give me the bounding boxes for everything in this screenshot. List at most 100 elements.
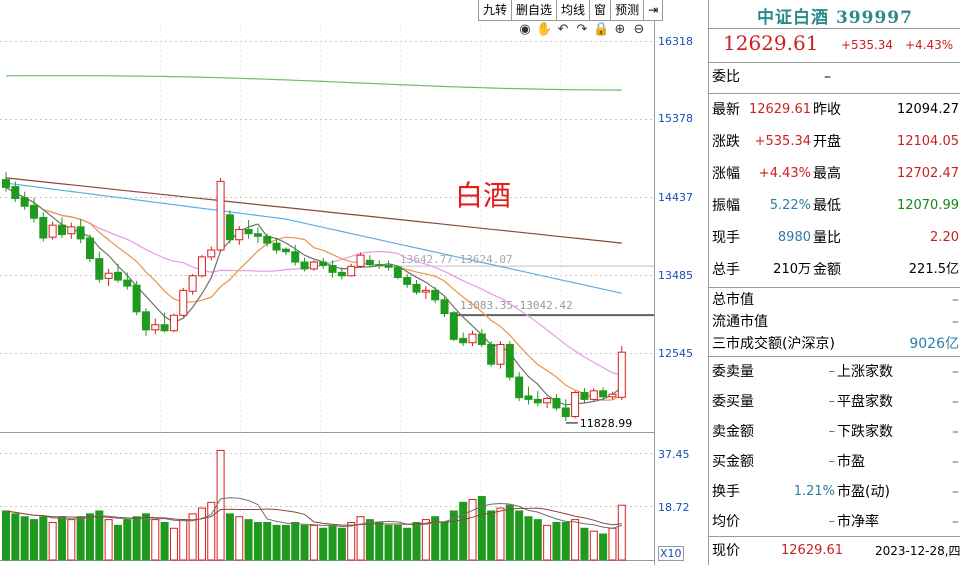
toolbar-jiuzhuan-button[interactable]: 九转 [479,0,513,20]
candle-body [384,264,393,268]
eye-icon[interactable]: ◉ [519,22,531,37]
volume-bar [225,513,234,561]
volume-bar [393,524,402,561]
volume-bar [608,527,617,561]
quote-label: 最新 [712,102,740,118]
price-change: +535.34 [841,38,894,52]
quote-label: 开盘 [813,134,841,150]
stat-value: – [952,484,959,500]
volume-bar [11,513,20,561]
candle-body [225,214,234,241]
volume-bar [291,522,300,561]
hand-icon[interactable]: ✋ [536,22,553,37]
price-tick-label: 12545 [658,347,693,360]
zoom-in-icon[interactable]: ⊕ [614,22,626,37]
volume-bar [431,516,440,561]
candle-body [197,256,206,277]
stat-value: – [952,394,959,410]
footer-label: 现价 [712,543,740,559]
quote-value: 8980 [777,230,811,245]
candle-body [85,237,94,260]
stat-row: 换手 1.21% 市盈(动) – [709,478,960,506]
candle-body [253,233,262,237]
candle-body [347,265,356,277]
quote-value: 12629.61 [748,102,811,117]
stat-label: 卖金额 [712,424,754,440]
stat-value: 1.21% [793,484,835,499]
toolbar-window-button[interactable]: 窗 [590,0,612,20]
price-change-pct: +4.43% [905,38,954,52]
kline-chart[interactable]: 13642.77-13624.07 13083.35-13042.42 白酒 1182… [0,0,707,565]
volume-bar [235,516,244,561]
stat-value: – [828,454,836,469]
volume-bar [496,507,505,561]
candle-body [272,242,281,251]
quote-row: 涨幅 +4.43% 最高 12702.47 [709,160,960,188]
quote-label: 最低 [813,198,841,214]
volume-tick-label: 18.72 [658,501,690,514]
stat-value: – [952,424,959,440]
quote-value: 12702.47 [896,166,959,181]
candle-body [533,398,542,404]
quote-label: 涨跌 [712,134,740,150]
candle-body [440,299,449,315]
candle-body [412,283,421,293]
candle-body [104,272,113,279]
volume-bar [39,516,48,561]
toolbar-forecast-button[interactable]: 预测 [611,0,645,20]
volume-bar [141,513,150,561]
quote-value: 12104.05 [896,134,959,149]
chart-tools: ◉ ✋ ↶ ↷ 🔒 ⊕ ⊖ [517,22,647,38]
volume-bar [20,516,29,561]
volume-bar [552,522,561,561]
candle-body [29,204,38,219]
stat-label: 市净率 [837,514,879,530]
quote-panel: 中证白酒 399997 12629.61 +535.34 +4.43% 委比 –… [708,0,960,565]
volume-bar [309,524,318,561]
volume-bar [412,522,421,561]
candle-body [179,289,188,316]
candle-body [505,343,514,378]
toolbar-collapse-icon[interactable]: ⇥ [644,0,664,20]
candle-body [543,398,552,404]
stat-value: – [828,394,836,409]
volume-bar [337,527,346,561]
candle-body [11,186,20,200]
volume-bar [300,524,309,561]
volume-bar [85,513,94,561]
redo-icon[interactable]: ↷ [576,22,588,37]
volume-bar [123,519,132,561]
candle-body [57,224,66,236]
volume-bar [216,449,225,561]
stat-label: 市盈(动) [837,484,890,500]
volume-bar [580,527,589,561]
volume-tick-label: 37.45 [658,448,690,461]
quote-value: 210万 [773,262,811,277]
volume-bar [449,510,458,561]
candle-body [421,289,430,293]
security-name: 中证白酒 399997 [757,8,913,28]
volume-bar [533,519,542,561]
quote-value: 2.20 [930,230,959,245]
undo-icon[interactable]: ↶ [557,22,569,37]
market-cap-label: 三市成交额(沪深京) [712,336,835,352]
candle-body [123,279,132,287]
weibi-row: 委比 – [709,63,960,91]
zoom-out-icon[interactable]: ⊖ [633,22,645,37]
toolbar-ma-button[interactable]: 均线 [557,0,591,20]
candle-body [608,393,617,398]
candle-body [589,390,598,400]
candle-body [468,333,477,344]
candle-body [365,259,374,266]
kline-chart-area[interactable]: 13642.77-13624.07 13083.35-13042.42 白酒 1182… [0,0,707,565]
candle-body [263,235,272,244]
candle-body [403,277,412,285]
candle-body [309,261,318,270]
quote-value: 12070.99 [896,198,959,213]
stat-label: 均价 [712,514,740,530]
price-tick-label: 16318 [658,35,693,48]
candle-body [235,228,244,241]
lock-icon[interactable]: 🔒 [593,22,610,37]
toolbar-delete-watchlist-button[interactable]: 删自选 [512,0,558,20]
candle-body [207,249,216,258]
